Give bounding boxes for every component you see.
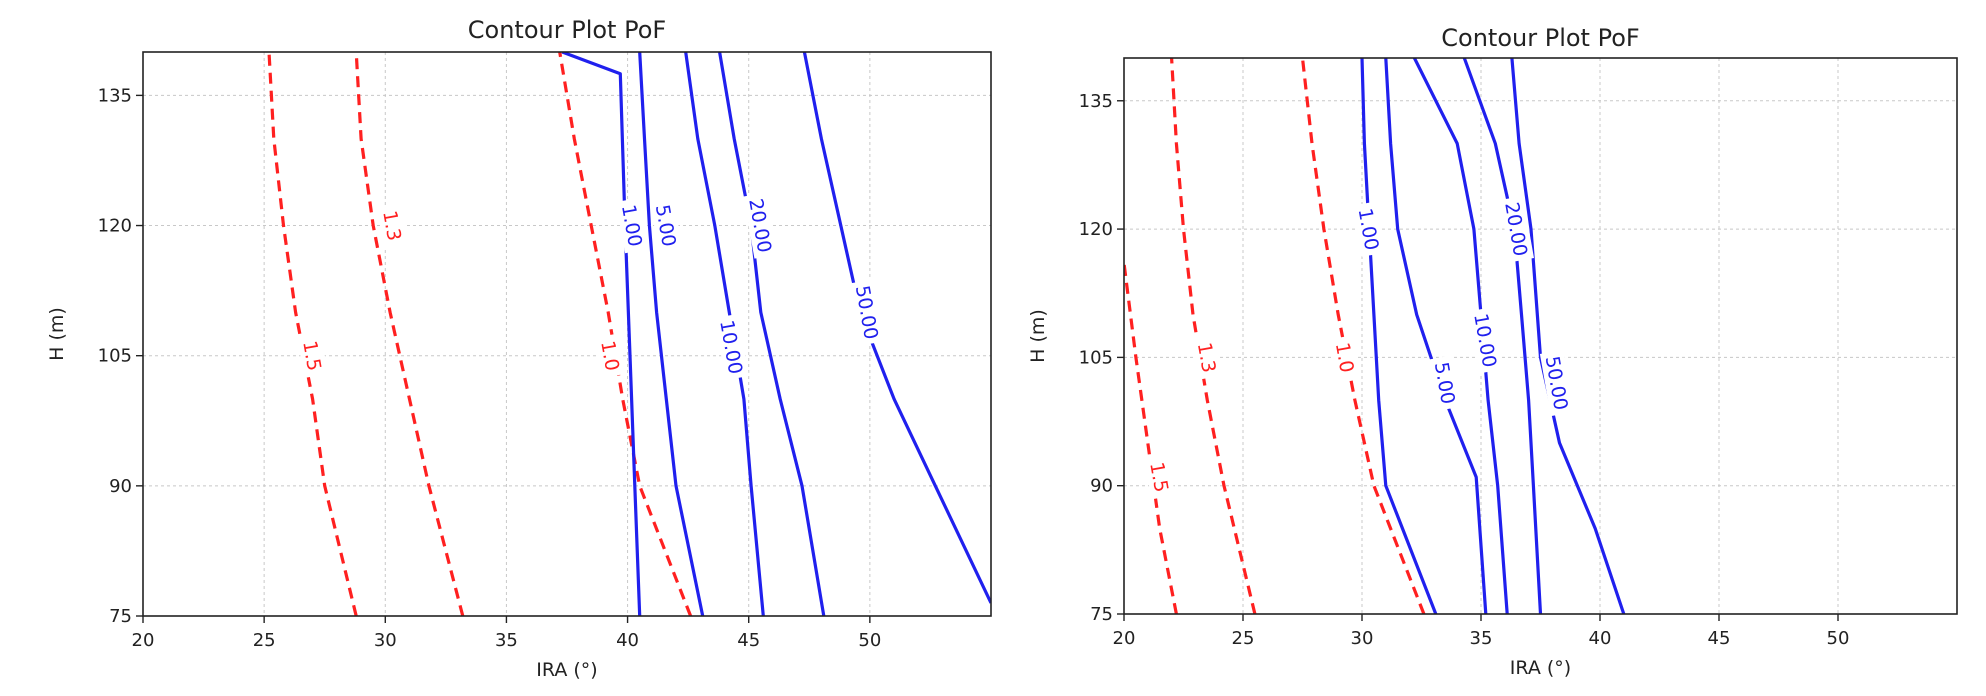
right-contour-label-background [1144,454,1176,500]
left-contour-line-1-0 [558,52,693,616]
right-contour-label-group: 1.3 [1191,335,1223,380]
left-contour-label-background [377,203,408,248]
left-contour-label-group: 1.5 [297,333,328,378]
right-x-tick-label: 45 [1708,628,1731,649]
left-y-tick-label: 75 [109,606,132,627]
right-contour-line-1-5 [1124,263,1178,614]
left-x-tick-label: 30 [374,630,397,651]
left-contour-label: 1.0 [596,339,623,373]
right-x-tick-label: 30 [1351,628,1374,649]
right-contour-line-5-00 [1384,58,1488,614]
left-contour-label-group: 1.0 [595,333,626,378]
right-contour-label-background [1352,201,1386,257]
left-contour-label-background [649,197,683,254]
left-contour-label-background [616,197,649,254]
left-contour-label-group: 1.3 [377,203,408,248]
right-x-tick-label: 25 [1232,628,1255,649]
right-contour-label-background [1468,307,1504,374]
left-plot-title: Contour Plot PoF [468,16,666,44]
right-contour-label-group: 1.5 [1144,454,1176,500]
right-contour-line-20-00 [1462,58,1543,614]
right-contour-label-group: 50.00 [1539,349,1575,417]
left-contour-line-20-00 [718,52,826,616]
left-contour-label-group: 5.00 [649,197,683,254]
left-contour-line-1-5 [267,52,358,616]
left-y-tick-label: 90 [109,476,132,497]
left-x-axis-label: IRA (°) [536,659,597,681]
right-x-tick-label: 35 [1470,628,1493,649]
right-x-tick-label: 20 [1113,628,1136,649]
right-y-tick-label: 105 [1079,347,1113,368]
right-y-axis-label: H (m) [1027,309,1049,363]
left-contour-label-group: 20.00 [743,192,779,259]
left-y-tick-label: 135 [98,85,132,106]
left-contour-label: 1.3 [378,209,405,243]
left-contour-label-background [714,313,750,381]
left-contour-label-background [850,279,885,346]
right-contour-label: 1.0 [1331,341,1358,375]
right-contour-plot: Contour Plot PoF IRA (°) H (m) 20 25 30 35 4… [1027,24,1958,679]
left-y-axis-label: H (m) [46,307,68,361]
right-contour-label: 1.3 [1193,341,1220,375]
right-contour-label-background [1191,335,1223,380]
right-x-axis-label: IRA (°) [1510,657,1571,679]
right-contour-label-background [1329,335,1361,380]
right-plot-title: Contour Plot PoF [1441,24,1639,52]
right-contour-line-1-3 [1170,58,1257,614]
left-contour-line-10-00 [684,52,765,616]
left-x-tick-label: 35 [495,630,518,651]
left-contour-lines [267,52,991,616]
left-x-tick-label: 45 [737,630,760,651]
left-x-tick-label: 25 [253,630,276,651]
left-contour-label-background [595,333,626,378]
right-contour-label-background [1539,349,1575,417]
right-contour-line-1-00 [1360,58,1438,614]
left-y-tick-label: 105 [98,346,132,367]
left-contour-label-background [297,333,328,378]
right-contour-lines [1124,58,1626,614]
right-y-tick-label: 75 [1090,604,1113,625]
left-contour-line-5-00 [638,52,705,616]
right-contour-line-1-0 [1300,58,1426,614]
right-contour-line-50-00 [1510,58,1626,614]
left-y-tick-label: 120 [98,216,132,237]
right-x-tick-label: 50 [1827,628,1850,649]
left-x-tick-label: 50 [858,630,881,651]
right-contour-label-background [1428,355,1462,411]
left-contour-line-1-3 [354,52,465,616]
left-contour-plot: Contour Plot PoF IRA (°) H (m) 20 25 30 35 4… [46,16,992,681]
left-contour-label-background [743,192,779,259]
right-y-tick-label: 90 [1090,476,1113,497]
left-plot-frame [142,51,992,617]
right-contour-label: 1.5 [1145,460,1172,494]
left-x-tick-label: 40 [616,630,639,651]
right-plot-frame [1123,57,1958,615]
right-y-tick-label: 120 [1079,219,1113,240]
right-x-tick-label: 40 [1589,628,1612,649]
left-contour-line-1-00 [561,52,642,616]
right-contour-label-group: 1.0 [1329,335,1361,380]
right-contour-label-background [1499,195,1534,263]
right-y-tick-label: 135 [1079,91,1113,112]
left-x-tick-label: 20 [132,630,155,651]
left-contour-label: 1.5 [298,339,325,373]
